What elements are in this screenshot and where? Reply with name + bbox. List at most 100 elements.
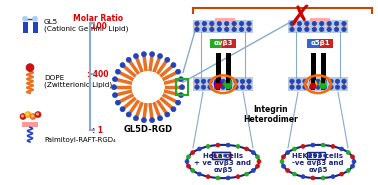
Circle shape — [216, 143, 220, 147]
Bar — [210, 39, 224, 48]
Circle shape — [113, 93, 118, 97]
Bar — [196, 24, 198, 31]
Circle shape — [226, 176, 230, 180]
Circle shape — [35, 112, 41, 117]
Bar — [209, 82, 211, 89]
Circle shape — [195, 85, 199, 89]
Circle shape — [305, 27, 309, 32]
Circle shape — [293, 172, 296, 176]
Circle shape — [324, 154, 327, 157]
Circle shape — [290, 85, 294, 89]
Bar — [218, 22, 220, 29]
Circle shape — [329, 85, 333, 89]
Bar — [288, 77, 348, 91]
Circle shape — [221, 85, 225, 89]
Circle shape — [113, 77, 118, 82]
Circle shape — [197, 147, 201, 151]
Bar — [319, 39, 333, 48]
Bar — [216, 80, 217, 87]
Circle shape — [126, 112, 131, 117]
Bar — [291, 22, 293, 29]
Bar — [233, 22, 235, 29]
Bar — [33, 22, 37, 33]
Circle shape — [225, 21, 229, 26]
Bar — [336, 22, 337, 29]
Text: : 400: : 400 — [87, 70, 109, 79]
Bar — [321, 24, 322, 31]
Bar — [203, 82, 204, 89]
Circle shape — [247, 27, 251, 32]
Bar — [311, 82, 312, 89]
Circle shape — [112, 85, 116, 90]
Bar — [337, 82, 338, 89]
Circle shape — [115, 100, 121, 105]
Circle shape — [251, 151, 255, 154]
Circle shape — [309, 85, 314, 89]
Circle shape — [218, 154, 222, 157]
Circle shape — [223, 154, 226, 157]
Circle shape — [296, 79, 301, 83]
Circle shape — [327, 21, 332, 26]
Bar — [321, 53, 325, 81]
Circle shape — [346, 151, 350, 154]
Bar — [226, 24, 228, 31]
Bar — [222, 80, 224, 87]
Bar — [196, 82, 198, 89]
Circle shape — [150, 52, 155, 57]
Circle shape — [202, 27, 207, 32]
Bar — [306, 22, 308, 29]
Bar — [23, 22, 28, 33]
Bar — [204, 24, 205, 31]
Circle shape — [293, 147, 296, 151]
Circle shape — [342, 21, 346, 26]
Bar — [328, 24, 330, 31]
Circle shape — [305, 21, 309, 26]
Circle shape — [23, 16, 28, 21]
Circle shape — [176, 69, 181, 74]
Circle shape — [214, 79, 219, 83]
Bar — [321, 79, 325, 90]
Circle shape — [290, 21, 294, 26]
Circle shape — [313, 154, 316, 157]
Circle shape — [234, 85, 238, 89]
Circle shape — [21, 115, 24, 117]
Bar — [317, 80, 319, 87]
Circle shape — [339, 147, 344, 151]
Circle shape — [319, 21, 324, 26]
Circle shape — [31, 115, 34, 117]
Circle shape — [26, 64, 34, 71]
Bar — [215, 18, 235, 21]
Bar — [311, 79, 315, 90]
Circle shape — [312, 27, 316, 32]
Circle shape — [197, 172, 201, 176]
Circle shape — [352, 159, 356, 164]
Bar — [233, 24, 235, 31]
Circle shape — [180, 85, 184, 90]
Bar — [330, 80, 332, 87]
Text: HeLa cells
+ ve αvβ3 and
αvβ5: HeLa cells + ve αvβ3 and αvβ5 — [195, 154, 251, 174]
Circle shape — [20, 114, 26, 120]
Bar — [313, 24, 315, 31]
Bar — [304, 82, 306, 89]
Circle shape — [195, 79, 199, 83]
Circle shape — [232, 21, 236, 26]
Text: HEK293 cells
-ve αvβ3 and
αvβ5: HEK293 cells -ve αvβ3 and αvβ5 — [292, 154, 344, 174]
Circle shape — [280, 159, 284, 164]
Bar — [321, 22, 322, 29]
Bar — [196, 80, 198, 87]
Bar — [226, 53, 231, 81]
Bar — [215, 53, 220, 81]
Bar — [336, 24, 337, 31]
Circle shape — [303, 85, 307, 89]
Circle shape — [331, 144, 335, 148]
Circle shape — [141, 52, 146, 57]
Bar — [298, 80, 299, 87]
Bar — [330, 82, 332, 89]
Circle shape — [339, 172, 344, 176]
Circle shape — [316, 85, 320, 89]
Bar — [222, 82, 224, 89]
Text: Molar Ratio: Molar Ratio — [73, 14, 123, 23]
Bar — [307, 152, 325, 159]
Bar — [248, 22, 250, 29]
Circle shape — [126, 57, 131, 62]
